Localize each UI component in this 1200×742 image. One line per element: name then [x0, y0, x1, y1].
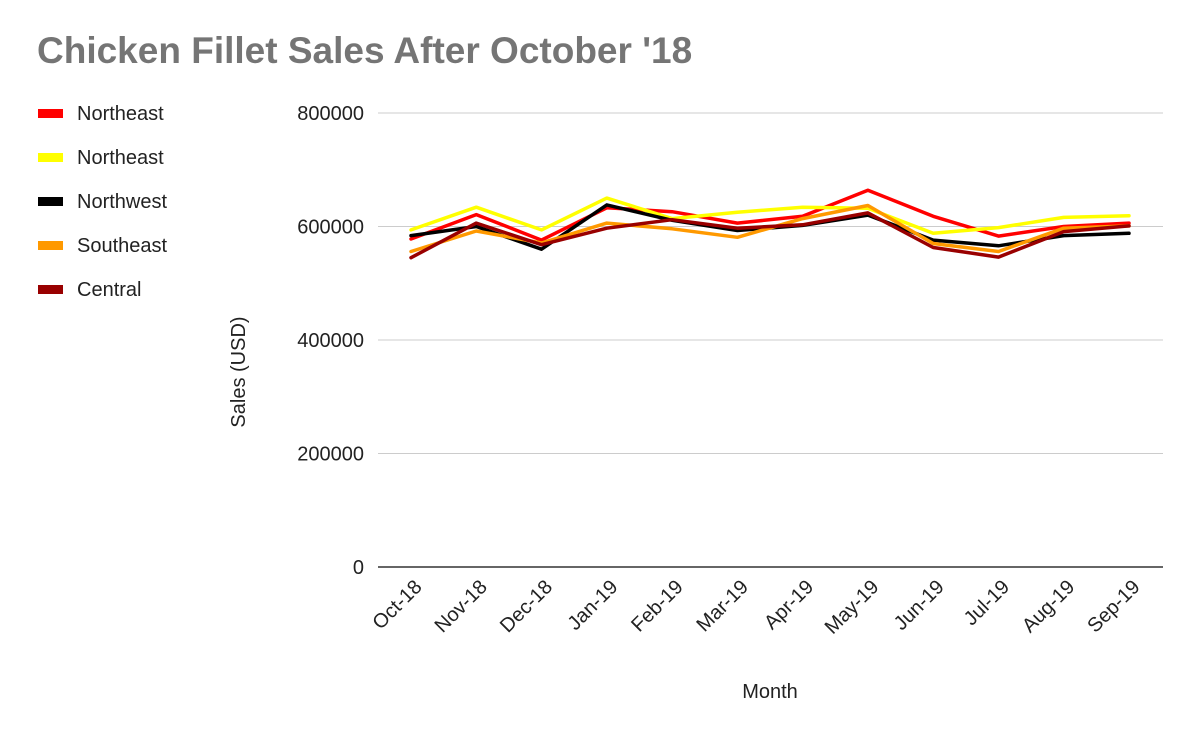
x-tick-label: May-19 — [821, 576, 884, 639]
x-tick-label: Mar-19 — [693, 576, 753, 636]
series-line — [409, 188, 1131, 242]
x-tick-label: Jun-19 — [890, 576, 949, 635]
series-line — [409, 211, 1131, 260]
legend-label: Northwest — [77, 191, 167, 213]
x-tick-label: Nov-18 — [431, 576, 492, 637]
legend-swatch — [38, 197, 63, 206]
x-axis-title: Month — [742, 681, 798, 703]
legend-label: Central — [77, 279, 141, 301]
x-tick-label: Sep-19 — [1083, 576, 1144, 637]
y-tick-label: 800000 — [297, 103, 364, 125]
series-line — [409, 196, 1131, 236]
series-line — [409, 203, 1131, 254]
y-axis: 0 200000 400000 600000 800000 — [297, 103, 364, 579]
y-tick-label: 0 — [353, 557, 364, 579]
x-tick-label: Jul-19 — [960, 576, 1014, 630]
legend-swatch — [38, 241, 63, 250]
x-tick-label: Apr-19 — [760, 576, 818, 634]
legend-label: Northeast — [77, 147, 164, 169]
legend: Northeast Northeast Northwest Southeast Cent… — [38, 103, 168, 301]
y-tick-label: 600000 — [297, 217, 364, 239]
series-lines — [409, 188, 1131, 260]
y-tick-label: 200000 — [297, 444, 364, 466]
legend-swatch — [38, 285, 63, 294]
x-tick-label: Feb-19 — [627, 576, 687, 636]
y-axis-title: Sales (USD) — [228, 316, 250, 427]
x-tick-label: Oct-18 — [369, 576, 427, 634]
gridlines — [378, 112, 1163, 568]
x-tick-label: Dec-18 — [496, 576, 557, 637]
legend-label: Northeast — [77, 103, 164, 125]
chart-title: Chicken Fillet Sales After October '18 — [37, 30, 693, 71]
y-tick-label: 400000 — [297, 330, 364, 352]
legend-label: Southeast — [77, 235, 168, 257]
legend-swatch — [38, 109, 63, 118]
legend-swatch — [38, 153, 63, 162]
x-tick-label: Aug-19 — [1018, 576, 1079, 637]
x-axis: Oct-18 Nov-18 Dec-18 Jan-19 Feb-19 Mar-19 Apr-… — [369, 576, 1145, 639]
x-tick-label: Jan-19 — [564, 576, 623, 635]
